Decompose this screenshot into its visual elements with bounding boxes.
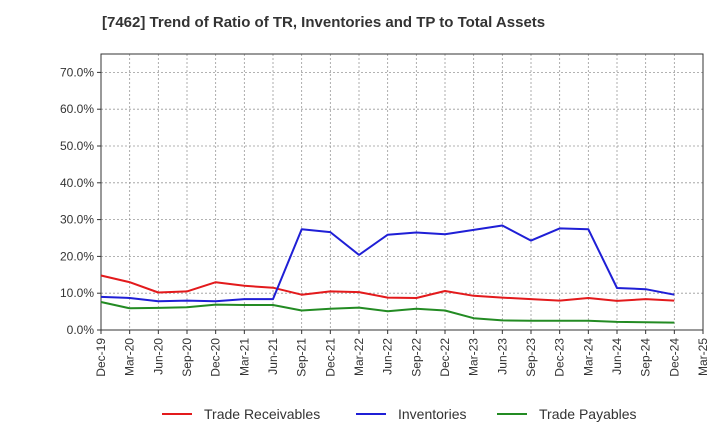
y-tick-label: 50.0% [60, 139, 94, 153]
y-tick-label: 20.0% [60, 249, 94, 263]
x-tick-label: Mar-21 [237, 338, 251, 376]
x-axis: Dec-19 Mar-20 Jun-20 Sep-20 Dec-20 Mar-21 Jun-… [94, 330, 710, 377]
series-line [100, 224, 675, 303]
legend-label: Trade Receivables [204, 406, 320, 422]
x-tick-label: Jun-23 [495, 338, 509, 375]
y-tick-label: 30.0% [60, 213, 94, 227]
x-tick-label: Mar-24 [581, 338, 595, 376]
legend-label: Inventories [398, 406, 466, 422]
x-tick-label: Dec-20 [209, 338, 223, 377]
x-tick-label: Sep-21 [295, 338, 309, 377]
x-tick-label: Jun-21 [266, 338, 280, 375]
chart-title: [7462] Trend of Ratio of TR, Inventories… [102, 14, 546, 31]
x-tick-label: Mar-23 [467, 338, 481, 376]
y-tick-label: 0.0% [67, 323, 95, 337]
series-line [100, 301, 675, 324]
x-tick-label: Sep-20 [180, 338, 194, 377]
y-tick-label: 40.0% [60, 176, 94, 190]
x-tick-label: Sep-24 [639, 338, 653, 377]
x-tick-label: Mar-20 [123, 338, 137, 376]
y-tick-label: 70.0% [60, 65, 94, 79]
x-tick-label: Mar-25 [696, 338, 710, 376]
x-tick-label: Dec-24 [667, 338, 681, 377]
legend: Trade Receivables Inventories Trade Payabl… [162, 406, 637, 422]
x-tick-label: Dec-23 [553, 338, 567, 377]
series-layer [100, 224, 675, 324]
x-tick-label: Jun-24 [610, 338, 624, 375]
x-tick-label: Jun-20 [151, 338, 165, 375]
y-tick-label: 10.0% [60, 286, 94, 300]
grid-layer [101, 54, 703, 330]
y-tick-label: 60.0% [60, 102, 94, 116]
x-tick-label: Dec-22 [438, 338, 452, 377]
x-tick-label: Mar-22 [352, 338, 366, 376]
x-tick-label: Sep-23 [524, 338, 538, 377]
legend-label: Trade Payables [539, 406, 637, 422]
plot-area-frame [100, 53, 704, 331]
x-tick-label: Jun-22 [381, 338, 395, 375]
series-line [100, 274, 675, 302]
y-axis: 0.0% 10.0% 20.0% 30.0% 40.0% 50.0% 60.0% 70.0% [60, 65, 101, 337]
x-tick-label: Dec-19 [94, 338, 108, 377]
x-tick-label: Dec-21 [323, 338, 337, 377]
x-tick-label: Sep-22 [409, 338, 423, 377]
